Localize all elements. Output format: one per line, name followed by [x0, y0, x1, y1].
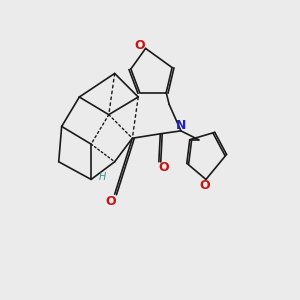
Text: H: H	[98, 172, 106, 182]
Text: O: O	[105, 195, 116, 208]
Text: O: O	[158, 161, 169, 174]
Text: O: O	[199, 179, 210, 192]
Text: N: N	[176, 119, 186, 132]
Text: O: O	[134, 39, 145, 52]
